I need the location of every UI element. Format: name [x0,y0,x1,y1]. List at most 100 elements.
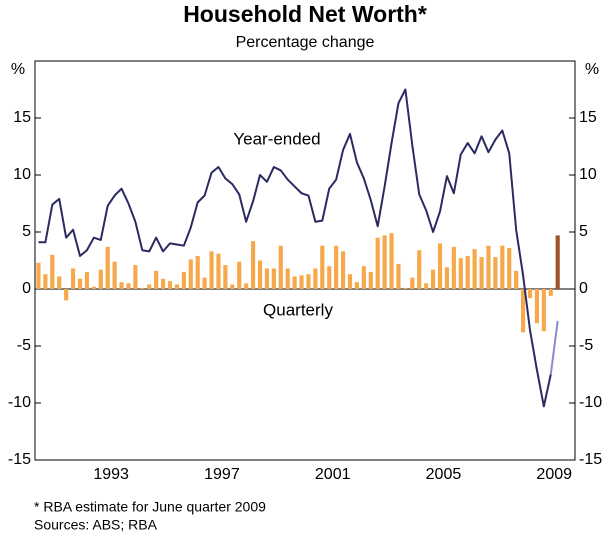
y2-tick-label: 15 [579,109,597,126]
chart-title: Household Net Worth* [183,1,427,27]
bar [91,286,96,289]
bar [278,245,283,289]
bar [285,268,290,289]
line [38,88,552,408]
bar [264,268,269,289]
bar [431,269,436,289]
bar [133,265,138,289]
series-annotation: Quarterly [263,300,333,319]
bar [521,289,526,333]
bar [57,276,62,289]
bar [84,271,89,289]
bar [486,245,491,289]
y2-axis-unit: % [585,61,599,78]
bar [299,275,304,289]
x-tick-label: 2005 [426,466,462,483]
bar [403,287,408,289]
bar [188,259,193,289]
bar [50,254,55,289]
bar [271,268,276,289]
y-tick-label: 15 [13,109,31,126]
bar [410,277,415,289]
x-tick-label: 1993 [93,466,129,483]
y-tick-label: -10 [8,394,31,411]
bar [119,282,124,289]
bar [223,265,228,289]
bar [244,283,249,289]
bar [347,274,353,289]
footnote: Sources: ABS; RBA [34,517,158,533]
bar [230,284,235,289]
bar [361,266,366,289]
bar [64,289,69,301]
y-tick-label: 0 [22,280,31,297]
bar [396,263,401,289]
bar [320,245,325,289]
bar [354,282,359,289]
bar [389,233,394,289]
bar [105,246,110,289]
bar [451,246,456,289]
bar [382,235,387,289]
bar [292,276,297,289]
bar [202,277,207,289]
bar [444,267,449,289]
x-tick-label: 1997 [204,466,240,483]
y-tick-label: -15 [8,451,31,468]
y2-tick-label: -5 [579,337,593,354]
bar [458,258,463,289]
bar [424,283,429,289]
bar [43,274,48,289]
bar [167,281,173,289]
bar [237,261,242,289]
bar [507,247,512,289]
bar [161,278,166,289]
bar [257,260,263,289]
bar [154,270,159,289]
bar [368,271,373,289]
bar [514,270,519,289]
plot-frame [34,60,576,461]
bar [472,249,477,289]
bar [527,289,533,299]
bar [341,251,346,289]
y2-tick-label: -15 [579,451,602,468]
bar [548,289,553,296]
bar [126,283,131,289]
y2-tick-label: 0 [579,280,588,297]
bar [375,237,380,289]
y-tick-label: 5 [22,223,31,240]
bar [209,251,214,289]
y2-tick-label: 10 [579,166,597,183]
line [549,320,559,375]
bar [306,274,311,289]
footnote: * RBA estimate for June quarter 2009 [34,499,266,515]
bar [541,289,546,332]
bar [555,235,560,289]
y2-tick-label: -10 [579,394,602,411]
y-axis-unit: % [11,61,25,78]
bar [98,269,103,289]
bar [181,271,186,289]
y-tick-label: -5 [17,337,31,354]
bar [327,266,332,289]
bar [313,268,318,289]
x-tick-label: 2001 [315,466,351,483]
y-tick-label: 10 [13,166,31,183]
bar [251,241,256,289]
bar [36,262,41,289]
bar [493,257,498,289]
bar [71,268,76,289]
bar [216,253,221,289]
bar [112,261,117,289]
bar [195,255,200,289]
bar [479,257,484,289]
bar [140,287,145,289]
y2-tick-label: 5 [579,223,588,240]
bar [174,284,179,289]
series-annotation: Year-ended [233,129,320,148]
bar [500,245,505,289]
bar [417,250,422,289]
bar [77,278,83,289]
